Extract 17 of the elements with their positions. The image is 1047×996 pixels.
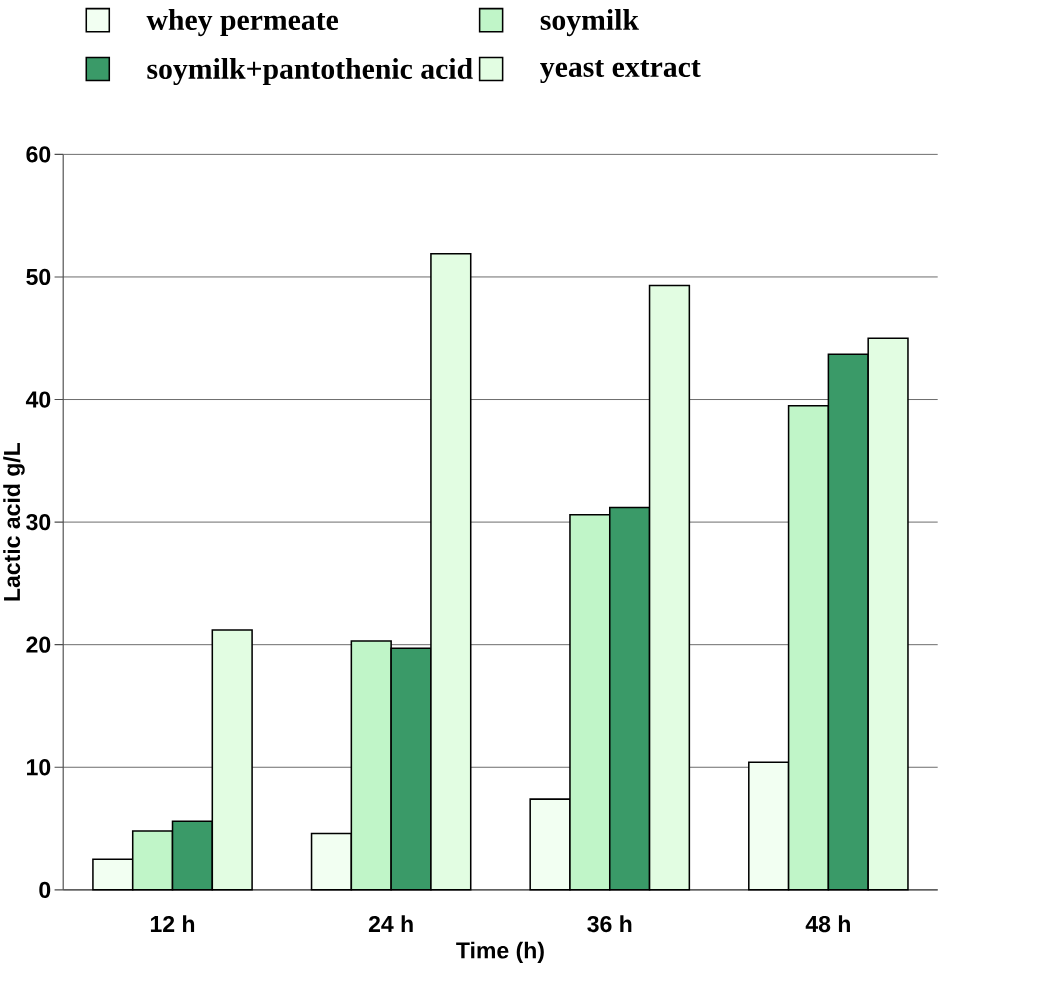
x-tick-label: 48 h xyxy=(805,915,850,933)
legend-label: soymilk xyxy=(540,8,639,37)
y-tick-label: 0 xyxy=(39,881,51,898)
x-tick-label: 36 h xyxy=(587,915,632,933)
y-axis-title: Lactic acid g/L xyxy=(3,442,25,601)
y-tick-label: 40 xyxy=(25,391,51,408)
y-tick-label: 60 xyxy=(26,146,51,163)
legend-label: soymilk+pantothenic acid xyxy=(147,57,473,85)
y-tick-label: 20 xyxy=(26,636,51,653)
x-tick-label: 12 h xyxy=(150,915,195,932)
y-tick-label: 30 xyxy=(26,513,51,531)
x-axis-title: Time (h) xyxy=(456,941,544,963)
y-tick-label: 50 xyxy=(26,268,51,285)
x-tick-label: 24 h xyxy=(368,915,413,932)
legend-label: whey permeate xyxy=(146,8,339,37)
y-tick-label: 10 xyxy=(27,758,51,776)
legend-label: yeast extract xyxy=(540,59,701,83)
